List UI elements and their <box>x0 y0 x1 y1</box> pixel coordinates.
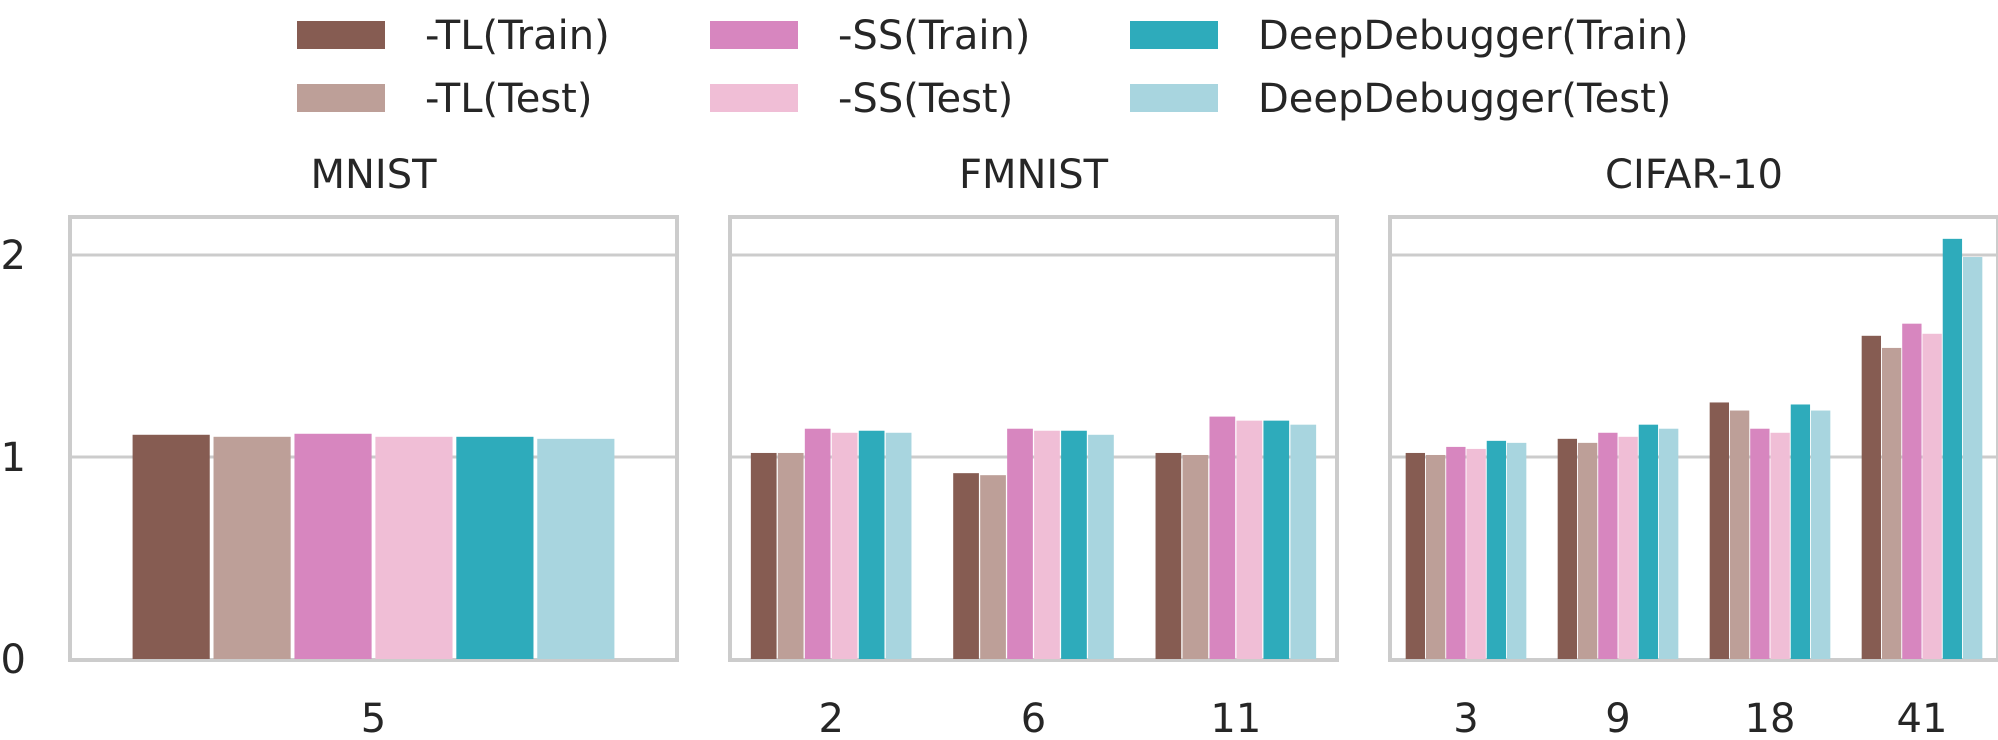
bar <box>1209 416 1236 659</box>
bar <box>1729 410 1750 659</box>
bar <box>1618 436 1638 659</box>
bar <box>1750 428 1770 659</box>
legend-label: DeepDebugger(Train) <box>1258 13 1689 59</box>
bar <box>980 475 1006 659</box>
bar <box>1557 438 1577 659</box>
panel-fmnist: FMNIST 2 6 11 <box>728 152 1339 740</box>
legend-item: -SS(Train) <box>710 13 1030 59</box>
bar <box>804 428 831 659</box>
bar <box>1034 430 1060 659</box>
bar <box>213 436 291 659</box>
bar <box>132 434 210 659</box>
bar <box>750 452 777 659</box>
legend-swatch <box>710 21 798 49</box>
bar <box>1942 238 1963 659</box>
bar <box>1466 448 1486 659</box>
x-tick-label: 18 <box>1745 696 1796 740</box>
bar <box>1425 454 1446 659</box>
bars <box>132 433 615 659</box>
legend-swatch <box>297 84 385 112</box>
x-tick-label: 3 <box>1453 696 1478 740</box>
bar <box>1007 428 1033 659</box>
panel-title: FMNIST <box>959 152 1109 198</box>
x-tick-label: 9 <box>1605 696 1630 740</box>
y-tick-label: 0 <box>1 637 26 683</box>
bar <box>1405 452 1425 659</box>
bar <box>953 473 979 659</box>
panel-frame <box>728 215 1339 662</box>
legend-swatch <box>1130 84 1218 112</box>
bar <box>1638 424 1659 659</box>
bar <box>1659 428 1679 659</box>
bar <box>1963 257 1983 659</box>
bar <box>1486 440 1507 659</box>
legend-item: -TL(Test) <box>297 76 592 122</box>
bar <box>777 452 804 659</box>
bar <box>1088 434 1114 659</box>
y-tick-label: 2 <box>1 233 26 279</box>
legend: -TL(Train) -TL(Test) -SS(Train) -SS(Test) De… <box>297 13 1689 122</box>
x-tick-label: 11 <box>1210 696 1261 740</box>
legend-label: -TL(Train) <box>425 13 610 59</box>
bar <box>1263 420 1290 659</box>
x-tick-label: 41 <box>1897 696 1948 740</box>
bar <box>1577 442 1598 659</box>
bar <box>1446 446 1466 659</box>
bar <box>456 436 534 659</box>
bar <box>1709 402 1729 659</box>
bar <box>1881 347 1902 659</box>
panel-title: MNIST <box>310 152 437 198</box>
panel-mnist: MNIST 5 0 1 2 <box>1 152 679 740</box>
bars <box>1405 238 1983 659</box>
legend-item: DeepDebugger(Test) <box>1130 76 1671 122</box>
panel-title: CIFAR-10 <box>1605 152 1783 198</box>
legend-label: DeepDebugger(Test) <box>1258 76 1671 122</box>
bar <box>1902 323 1922 659</box>
panel-frame <box>1388 215 1998 662</box>
bar <box>1770 432 1790 659</box>
bar <box>1790 404 1811 659</box>
legend-swatch <box>710 84 798 112</box>
bar <box>375 436 453 659</box>
bars <box>750 416 1317 659</box>
bar <box>1182 454 1209 659</box>
legend-item: DeepDebugger(Train) <box>1130 13 1689 59</box>
bar <box>885 432 912 659</box>
bar <box>1507 442 1527 659</box>
legend-item: -TL(Train) <box>297 13 610 59</box>
bar <box>831 432 858 659</box>
panel-cifar-10: CIFAR-10 3 9 18 41 <box>1388 152 1998 740</box>
bar <box>1155 452 1182 659</box>
y-tick-label: 1 <box>1 435 26 481</box>
legend-label: -TL(Test) <box>425 76 592 122</box>
x-tick-label: 6 <box>1021 696 1046 740</box>
legend-swatch <box>1130 21 1218 49</box>
legend-item: -SS(Test) <box>710 76 1013 122</box>
x-tick-label: 2 <box>818 696 843 740</box>
legend-label: -SS(Train) <box>838 13 1030 59</box>
panel-frame <box>68 215 679 662</box>
legend-swatch <box>297 21 385 49</box>
bar <box>1236 420 1263 659</box>
x-tick-label: 5 <box>361 696 386 740</box>
bar <box>858 430 885 659</box>
bar <box>1061 430 1087 659</box>
bar <box>1922 333 1942 659</box>
bar <box>1290 424 1317 659</box>
bar <box>294 433 372 659</box>
bar <box>537 438 615 659</box>
bar <box>1811 410 1831 659</box>
bar <box>1861 335 1881 659</box>
bar <box>1598 432 1618 659</box>
panels: MNIST 5 0 1 2 FMNIST 2 6 11 CIFAR-10 3 9 18 41 <box>1 152 1998 740</box>
legend-label: -SS(Test) <box>838 76 1013 122</box>
